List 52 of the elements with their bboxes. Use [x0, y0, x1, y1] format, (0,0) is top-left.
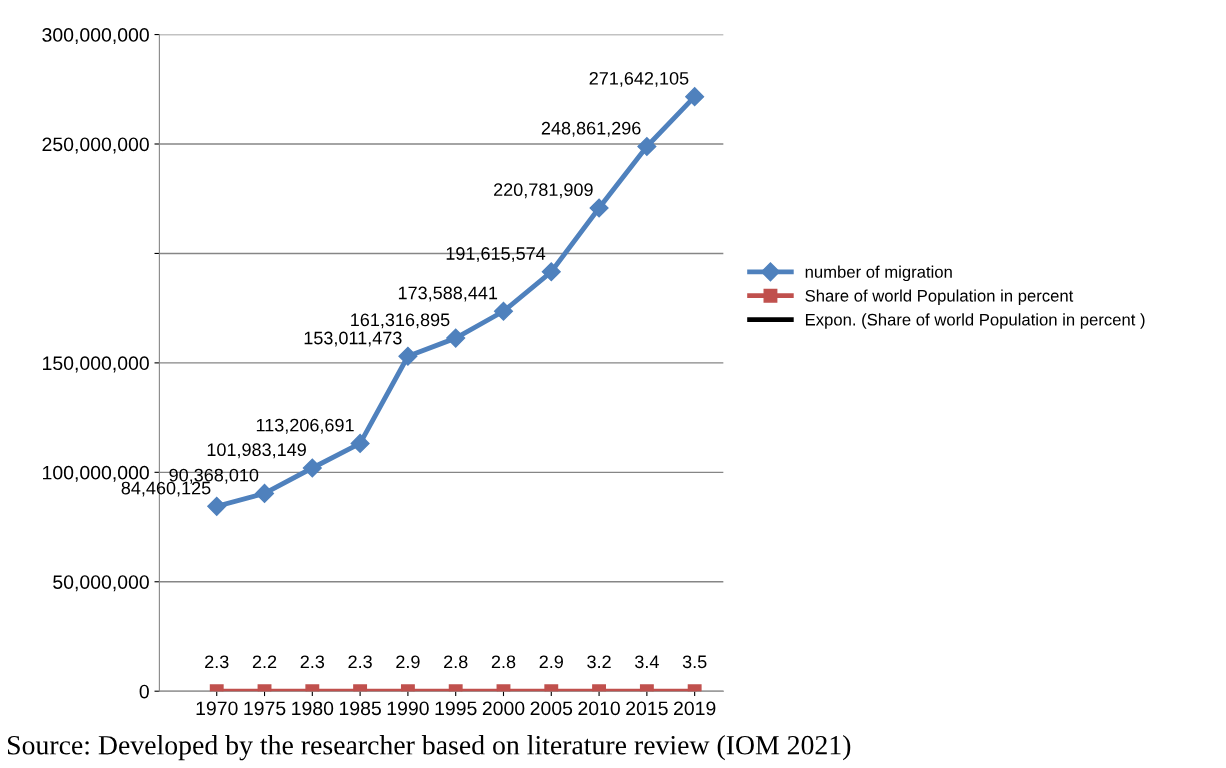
data-label: 2.9 [396, 655, 420, 669]
x-tick-label: 2005 [530, 701, 573, 716]
y-tick-label: 50,000,000 [53, 575, 149, 592]
point [541, 262, 561, 282]
point [446, 328, 466, 348]
x-tick-label: 1970 [196, 701, 238, 716]
y-tick-label: 250,000,000 [42, 137, 149, 154]
data-label: 3.2 [587, 655, 611, 669]
x-tick-label: 2019 [674, 701, 716, 716]
data-label: 3.5 [682, 655, 707, 669]
data-label: 153,011,473 [304, 331, 402, 347]
y-tick-label: 150,000,000 [43, 356, 149, 373]
point [637, 136, 657, 157]
point [350, 433, 370, 453]
point [589, 198, 609, 218]
data-label: 2.8 [491, 655, 516, 669]
source-note: Source: Developed by the researcher based on literature review (IOM 2021) [7, 735, 851, 761]
data-label: 271,642,105 [589, 71, 689, 87]
x-tick-label: 2015 [626, 701, 668, 716]
x-tick-label: 2000 [482, 701, 525, 716]
legend-label: Share of world Population in percent [805, 289, 1074, 305]
x-tick-label: 1990 [387, 701, 429, 716]
data-label: 161,316,895 [351, 313, 450, 329]
data-label: 2.9 [539, 655, 563, 669]
data-label: 101,983,149 [207, 443, 306, 459]
data-label: 2.3 [300, 655, 325, 669]
data-label: 3.4 [635, 655, 659, 669]
data-label: 173,588,441 [398, 286, 498, 302]
data-label: 248,861,296 [541, 121, 641, 137]
data-label: 2.3 [348, 655, 372, 669]
point [398, 346, 418, 366]
y-tick-label: 100,000,000 [43, 465, 149, 482]
point [493, 301, 514, 321]
point [207, 496, 227, 516]
x-tick-label: 1975 [244, 701, 286, 716]
x-tick-label: 1980 [292, 701, 334, 716]
x-tick-label: 2010 [578, 701, 620, 716]
legend-label: Expon. (Share of world Population in percent ) [805, 313, 1145, 329]
data-label: 2.8 [444, 655, 468, 669]
data-label: 220,781,909 [494, 183, 593, 199]
point [254, 483, 275, 503]
point [685, 87, 705, 107]
x-tick-label: 1995 [435, 701, 477, 716]
data-label: 191,615,574 [446, 247, 546, 263]
point [302, 458, 322, 478]
y-tick-label: 300,000,000 [42, 28, 149, 45]
legend-label: number of migration [805, 265, 952, 282]
x-tick-label: 1985 [339, 701, 381, 716]
data-label: 2.2 [252, 655, 277, 669]
y-tick-label: 0 [139, 684, 149, 699]
data-label: 2.3 [205, 655, 229, 669]
data-label: 113,206,691 [256, 418, 354, 434]
